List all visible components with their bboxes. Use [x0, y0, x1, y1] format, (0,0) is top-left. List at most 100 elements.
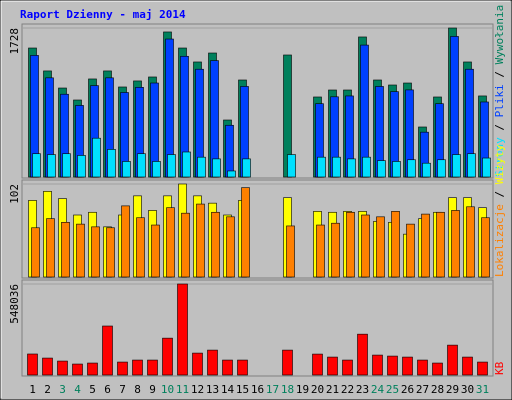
bar [77, 155, 86, 178]
bar [162, 337, 173, 376]
bar [76, 223, 85, 278]
bar [225, 124, 234, 178]
bar [451, 210, 460, 278]
legend-entry: Strony [493, 137, 506, 177]
legend-entry: Lokalizacje [493, 204, 506, 277]
plot-frame [21, 179, 494, 279]
legend-entry: Pliki [493, 84, 506, 117]
x-tick-label: 13 [206, 383, 219, 396]
bar [477, 361, 488, 376]
bar [447, 344, 458, 376]
bar [387, 355, 398, 376]
chart-title: Raport Dzienny - maj 2014 [20, 8, 186, 21]
bar [177, 283, 188, 376]
bar [347, 158, 356, 178]
bar [226, 216, 235, 278]
bar [117, 361, 128, 376]
bar [227, 170, 236, 178]
bar [346, 211, 355, 278]
bar [167, 154, 176, 178]
bar [482, 157, 491, 178]
x-tick-label: 14 [221, 383, 235, 396]
legend-separator: / [493, 64, 506, 84]
x-tick-label: 8 [134, 383, 141, 396]
x-tick-label: 11 [176, 383, 189, 396]
x-tick-label: 25 [386, 383, 399, 396]
x-tick-label: 26 [401, 383, 414, 396]
bar [342, 359, 353, 376]
bar [32, 153, 41, 178]
bar [42, 357, 53, 376]
bar [182, 151, 191, 178]
bar [372, 354, 383, 376]
legend-entry: KB [493, 361, 506, 375]
x-tick-label: 15 [236, 383, 249, 396]
x-tick-label: 12 [191, 383, 204, 396]
bar [241, 187, 250, 278]
bar [91, 226, 100, 278]
bar [466, 206, 475, 278]
bar [312, 353, 323, 376]
bar [327, 356, 338, 376]
bar [481, 217, 490, 278]
x-tick-label: 21 [326, 383, 339, 396]
bar [106, 227, 115, 278]
bar [436, 211, 445, 278]
bar [136, 217, 145, 278]
bar [207, 349, 218, 376]
bar [332, 156, 341, 178]
bar [331, 222, 340, 278]
bar [211, 211, 220, 278]
bar [151, 224, 160, 278]
bar [376, 216, 385, 278]
bar [57, 360, 68, 376]
bar [92, 137, 101, 178]
x-tick-label: 2 [44, 383, 51, 396]
bar [242, 158, 251, 178]
x-tick-label: 7 [119, 383, 126, 396]
x-tick-label: 20 [311, 383, 324, 396]
bar [402, 356, 413, 376]
bar [406, 223, 415, 278]
bar [152, 161, 161, 178]
legend-entry: Wywołania [493, 5, 506, 65]
bar [392, 161, 401, 178]
bar [31, 227, 40, 278]
bar [467, 153, 476, 178]
x-tick-label: 10 [161, 383, 174, 396]
legend: KB [493, 361, 506, 375]
bar [61, 221, 70, 278]
bar [377, 160, 386, 178]
bar [181, 212, 190, 278]
x-tick-label: 9 [149, 383, 156, 396]
bar [421, 213, 430, 278]
bar [452, 154, 461, 178]
bar [237, 359, 248, 376]
x-tick-label: 16 [251, 383, 264, 396]
x-tick-label: 29 [446, 383, 459, 396]
plot-frame [21, 23, 494, 179]
x-tick-label: 3 [59, 383, 66, 396]
y-tick-label: 1728 [8, 28, 21, 55]
bar [27, 353, 38, 376]
bar [197, 156, 206, 178]
bar [132, 359, 143, 376]
bar [407, 159, 416, 178]
bar [391, 211, 400, 278]
bar [212, 158, 221, 178]
y-tick-label: 548036 [8, 284, 21, 324]
bar [147, 359, 158, 376]
x-tick-label: 4 [74, 383, 81, 396]
x-tick-label: 1 [29, 383, 36, 396]
bar [361, 214, 370, 278]
x-tick-label: 17 [266, 383, 279, 396]
bar [422, 162, 431, 178]
bar [87, 362, 98, 376]
x-tick-label: 24 [371, 383, 385, 396]
y-tick-label: 102 [8, 184, 21, 204]
bar [107, 149, 116, 178]
bar [287, 154, 296, 178]
bar [317, 156, 326, 178]
bar [102, 325, 113, 376]
